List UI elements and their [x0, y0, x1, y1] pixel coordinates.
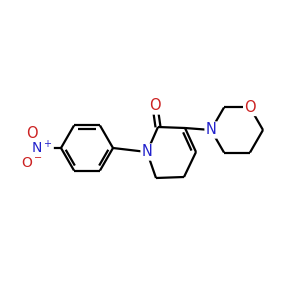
Text: O$^-$: O$^-$: [21, 156, 43, 170]
Text: O: O: [244, 100, 256, 115]
Text: N: N: [142, 145, 152, 160]
Text: O: O: [149, 98, 161, 113]
Text: N$^+$: N$^+$: [31, 139, 53, 157]
Text: O: O: [26, 125, 38, 140]
Text: N: N: [206, 122, 216, 137]
